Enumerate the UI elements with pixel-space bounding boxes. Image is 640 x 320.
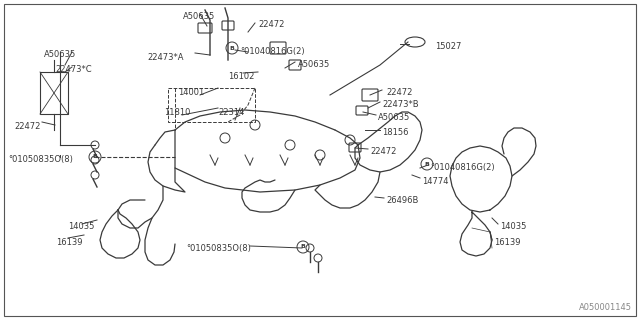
Text: 15027: 15027	[435, 42, 461, 51]
Text: 14774: 14774	[422, 177, 449, 186]
Text: B: B	[93, 155, 97, 159]
Text: 14001: 14001	[178, 88, 204, 97]
Text: 11810: 11810	[164, 108, 190, 117]
Text: 22472: 22472	[386, 88, 412, 97]
Text: °01040816G(2): °01040816G(2)	[430, 163, 495, 172]
Text: °01050835O(8): °01050835O(8)	[8, 155, 73, 164]
Text: A50635: A50635	[44, 50, 76, 59]
Text: B: B	[230, 45, 234, 51]
Text: A50635: A50635	[378, 113, 410, 122]
Text: 16139: 16139	[494, 238, 520, 247]
Text: 14035: 14035	[500, 222, 526, 231]
Text: 22473*A: 22473*A	[147, 53, 184, 62]
Text: 22472: 22472	[14, 122, 40, 131]
Text: 18156: 18156	[382, 128, 408, 137]
Text: A050001145: A050001145	[579, 303, 632, 312]
Text: °01050835O(8): °01050835O(8)	[186, 244, 251, 253]
Text: 16139: 16139	[56, 238, 83, 247]
Text: B: B	[301, 244, 305, 250]
Text: A50635: A50635	[183, 12, 215, 21]
Text: A50635: A50635	[298, 60, 330, 69]
Text: 22472: 22472	[258, 20, 284, 29]
Text: 22473*B: 22473*B	[382, 100, 419, 109]
Text: 26496B: 26496B	[386, 196, 419, 205]
Text: B: B	[424, 162, 429, 166]
Text: 22473*C: 22473*C	[55, 65, 92, 74]
Text: 16102: 16102	[228, 72, 254, 81]
Text: 14035: 14035	[68, 222, 94, 231]
Bar	[168, 88, 255, 122]
Text: 22314: 22314	[218, 108, 244, 117]
Text: 22472: 22472	[370, 147, 396, 156]
Text: °01040816G(2): °01040816G(2)	[240, 47, 305, 56]
